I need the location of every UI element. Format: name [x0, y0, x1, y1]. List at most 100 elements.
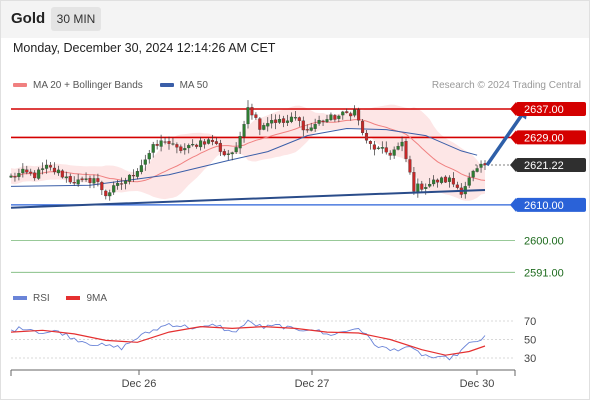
rsi-swatch [13, 296, 27, 301]
candle-body [439, 177, 444, 183]
legend-ma20: MA 20 + Bollinger Bands [13, 80, 143, 91]
level-tag-pointer [510, 158, 516, 173]
candle-body [226, 153, 230, 155]
candle-body [76, 179, 80, 185]
candle-body [21, 168, 25, 174]
candle-body [242, 124, 246, 137]
candle-body [108, 192, 112, 197]
rsi-series-9ma [10, 325, 486, 356]
candle-body [270, 120, 274, 124]
candle-body [376, 147, 380, 149]
candle-body [202, 141, 207, 145]
candle-body [388, 152, 392, 156]
candle-body [428, 184, 432, 187]
ma50-line [10, 127, 478, 187]
candle-body [238, 136, 242, 149]
candle-body [333, 115, 337, 120]
candle-body [104, 190, 108, 197]
x-tick-label: Dec 27 [295, 378, 330, 390]
datetime-label: Monday, December 30, 2024 12:14:26 AM CE… [13, 41, 276, 55]
candle-body [151, 144, 155, 153]
candle-body [404, 141, 408, 159]
legend-rsi: RSI [13, 293, 50, 304]
candle-body [234, 147, 238, 153]
candle-body [218, 142, 222, 152]
candle-body [175, 144, 179, 148]
candle-body [278, 119, 282, 123]
candle-body [436, 179, 440, 183]
candle-body [116, 182, 120, 186]
candle-body [396, 146, 400, 150]
candle-body [329, 114, 333, 121]
candle-body [214, 141, 218, 144]
candle-body [266, 123, 270, 127]
candle-body [447, 177, 451, 182]
candle-body [84, 178, 88, 180]
level-tag-support [516, 197, 586, 212]
candle-body [313, 124, 317, 129]
rsi-series-rsi [10, 319, 486, 361]
ma50-swatch [159, 83, 174, 88]
candle-body [250, 107, 254, 116]
candle-body [41, 168, 45, 170]
candle-body [416, 183, 420, 192]
candle-body [195, 144, 199, 147]
candle-body [155, 143, 159, 146]
candle-body [451, 178, 455, 185]
level-tag-last-price [516, 158, 586, 173]
candle-body [199, 140, 203, 148]
ma20-swatch [13, 83, 27, 88]
candle-body [52, 167, 56, 173]
candle-body [301, 120, 305, 131]
candle-body [48, 165, 53, 168]
candle-body [29, 171, 33, 174]
candle-body [222, 151, 226, 156]
candle-body [68, 176, 72, 183]
support-trendline [10, 188, 486, 209]
candle-body [167, 141, 171, 144]
timeframe-button[interactable]: 30 MIN [51, 7, 101, 31]
candle-body [368, 141, 372, 144]
candle-body [33, 172, 37, 179]
level-tag-pointer [510, 197, 516, 212]
candle-body [13, 176, 17, 178]
candle-body [349, 113, 353, 117]
candle-body [262, 125, 266, 130]
rsi-tick-label: 50 [524, 335, 536, 347]
level-label-target: 2600.00 [524, 235, 564, 247]
rsi-tick-label: 70 [524, 316, 536, 328]
symbol-label: Gold [11, 10, 46, 27]
candle-body [246, 107, 250, 125]
candle-body [135, 171, 139, 177]
candle-body [420, 183, 424, 190]
candle-body [293, 117, 297, 119]
candle-body [408, 159, 412, 173]
rsi-ma-swatch [66, 296, 81, 301]
candle-body [285, 120, 290, 123]
candle-body [341, 111, 345, 116]
level-label-support: 2610.00 [524, 200, 564, 212]
x-tick-label: Dec 30 [460, 378, 495, 390]
level-tag-pointer [510, 130, 516, 145]
candle-body [187, 145, 191, 149]
candle-body [289, 116, 293, 122]
candle-body [25, 169, 29, 173]
candle-body [364, 132, 369, 141]
candle-body [112, 185, 116, 193]
candle-body [455, 184, 459, 188]
level-tag-resistance [516, 102, 586, 116]
candle-body [317, 119, 321, 124]
candle-body [64, 176, 68, 179]
credit-label: Research © 2024 Trading Central [431, 80, 581, 91]
candle-body [281, 118, 286, 123]
level-tag-resistance [516, 130, 586, 145]
candle-body [479, 163, 483, 168]
candle-body [372, 144, 376, 150]
level-tag-pointer [510, 102, 516, 116]
candle-body [17, 173, 21, 178]
candle-body [258, 118, 262, 130]
legend-rsi-ma: 9MA [66, 293, 107, 304]
candle-body [80, 178, 84, 181]
candle-body [467, 177, 471, 186]
